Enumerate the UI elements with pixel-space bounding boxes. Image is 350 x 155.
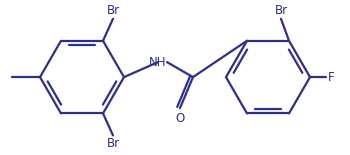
Text: Br: Br — [106, 4, 120, 17]
Text: Br: Br — [106, 137, 120, 150]
Text: NH: NH — [149, 56, 167, 69]
Text: F: F — [328, 71, 335, 84]
Text: Br: Br — [274, 4, 288, 17]
Text: O: O — [175, 112, 185, 125]
